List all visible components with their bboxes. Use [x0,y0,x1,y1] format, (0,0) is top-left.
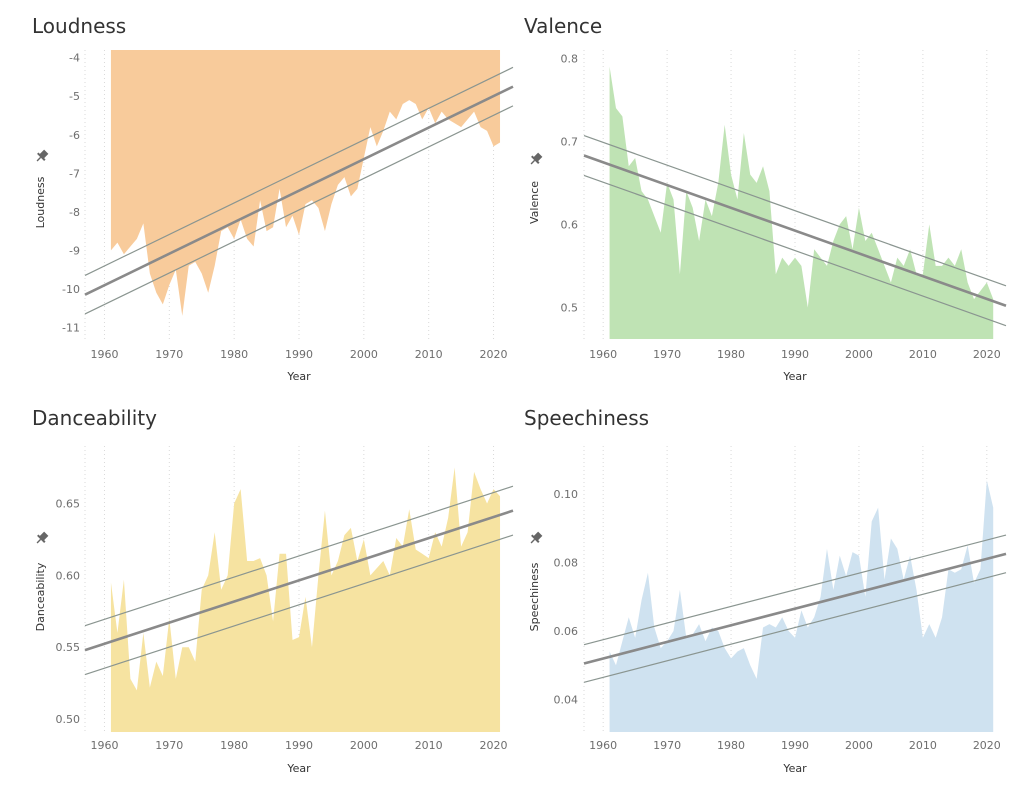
y-tick-label: -7 [69,167,80,180]
x-axis-label: Year [782,762,807,775]
area-series [110,467,501,732]
y-tick-label: 0.04 [554,693,579,706]
area-series [110,50,501,316]
x-tick-label: 1980 [717,739,745,752]
x-tick-label: 2010 [909,348,937,361]
area-series [609,480,994,732]
y-tick-label: 0.06 [554,625,579,638]
danceability-chart: Danceability 0.50 0.55 0.60 0.65 1960 1970 198… [0,402,516,804]
x-tick-label: 2010 [415,739,443,752]
x-tick-label: 1960 [589,348,617,361]
x-axis-label: Year [782,370,807,383]
y-tick-label: -8 [69,206,80,219]
y-tick-label: 0.55 [56,641,81,654]
x-tick-label: 1960 [589,739,617,752]
trend-upper-band [84,66,514,276]
x-tick-label: 2000 [350,348,378,361]
y-tick-label: 0.08 [554,556,579,569]
x-tick-label: 1980 [220,739,248,752]
y-tick-label: -10 [62,283,80,296]
valence-chart: Valence 0.5 0.6 0.7 0.8 1960 1970 1980 1990 2000… [516,0,1032,402]
trend-line [84,509,514,652]
pin-icon [530,531,543,544]
y-tick-label: 0.6 [561,218,579,231]
x-tick-label: 2010 [909,739,937,752]
x-tick-label: 1990 [781,739,809,752]
y-axis-label: Valence [528,181,541,224]
x-tick-label: 2020 [480,739,508,752]
trend-lower-band [583,174,1007,327]
trend-line [583,552,1007,665]
y-axis-label: Speechiness [528,562,541,631]
y-tick-label: -9 [69,244,80,257]
chart-title: Valence [524,14,603,38]
x-tick-label: 1990 [285,348,313,361]
y-tick-label: 0.50 [56,713,81,726]
x-tick-label: 1980 [717,348,745,361]
x-tick-label: 2000 [845,348,873,361]
x-tick-label: 1970 [653,348,681,361]
chart-title: Loudness [32,14,127,38]
x-tick-label: 2000 [845,739,873,752]
y-tick-label: -11 [62,321,80,334]
trend-upper-band [583,134,1007,287]
trend-line [84,85,514,296]
x-tick-label: 1970 [155,348,183,361]
x-tick-label: 2000 [350,739,378,752]
y-axis-label: Loudness [34,176,47,228]
chart-title: Speechiness [524,406,650,430]
x-tick-label: 1970 [653,739,681,752]
loudness-chart: Loudness -11 -10 -9 -8 -7 -6 -5 -4 1960 1970 1980 1… [0,0,516,402]
y-tick-label: 0.7 [561,135,579,148]
y-tick-label: -5 [69,90,80,103]
x-tick-label: 2020 [480,348,508,361]
y-tick-label: 0.10 [554,488,579,501]
y-tick-label: 0.5 [561,301,579,314]
x-tick-label: 1980 [220,348,248,361]
speechiness-plot: 0.04 0.06 0.08 0.10 1960 1970 1980 1990 2000 2010… [528,446,1007,775]
x-tick-label: 1990 [285,739,313,752]
x-tick-label: 1960 [90,348,118,361]
area-series [609,66,994,339]
y-axis-label: Danceability [34,562,47,631]
y-tick-label: -6 [69,129,80,142]
trend-line [583,154,1007,308]
y-tick-label: 0.65 [56,497,81,510]
x-tick-label: 1970 [155,739,183,752]
pin-icon [530,152,543,165]
trend-lower-band [583,572,1007,683]
x-axis-label: Year [286,762,311,775]
trend-upper-band [84,485,514,627]
x-tick-label: 1960 [90,739,118,752]
trend-lower-band [84,105,514,315]
trend-upper-band [583,534,1007,646]
valence-plot: 0.5 0.6 0.7 0.8 1960 1970 1980 1990 2000 2010 2020… [528,50,1007,383]
y-tick-label: 0.60 [56,569,81,582]
x-axis-label: Year [286,370,311,383]
trend-lower-band [84,534,514,676]
pin-icon [36,149,49,162]
x-tick-label: 2020 [973,348,1001,361]
danceability-plot: 0.50 0.55 0.60 0.65 1960 1970 1980 1990 2000 2010… [34,446,514,775]
x-tick-label: 2010 [415,348,443,361]
pin-icon [36,531,49,544]
chart-title: Danceability [32,406,157,430]
y-tick-label: 0.8 [561,52,579,65]
y-tick-label: -4 [69,52,80,65]
loudness-plot: -11 -10 -9 -8 -7 -6 -5 -4 1960 1970 1980 1990 2000 20… [34,50,514,383]
speechiness-chart: Speechiness 0.04 0.06 0.08 0.10 1960 1970 1980… [516,402,1032,804]
x-tick-label: 2020 [973,739,1001,752]
x-tick-label: 1990 [781,348,809,361]
